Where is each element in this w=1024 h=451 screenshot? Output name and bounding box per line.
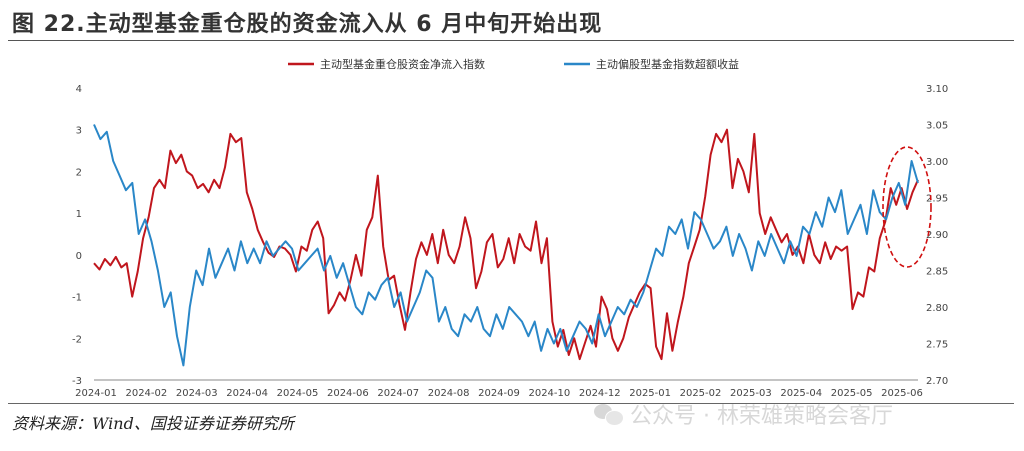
- x-tick-label: 2024-08: [428, 388, 470, 399]
- y-left-tick-label: 4: [76, 84, 82, 95]
- y-left-tick-label: 2: [76, 167, 82, 178]
- y-right-tick-label: 2.95: [926, 194, 948, 205]
- y-right-tick-label: 2.90: [926, 230, 948, 241]
- y-right-tick-label: 2.85: [926, 267, 948, 278]
- x-tick-label: 2024-10: [528, 388, 570, 399]
- x-tick-label: 2024-03: [176, 388, 218, 399]
- watermark-text: 公众号 · 林荣雄策略会客厅: [630, 404, 893, 429]
- x-tick-label: 2024-01: [75, 388, 117, 399]
- x-tick-label: 2024-06: [327, 388, 369, 399]
- x-tick-label: 2025-06: [881, 388, 923, 399]
- legend-item-net-inflow-label: 主动型基金重仓股资金净流入指数: [320, 57, 485, 71]
- title-divider: [8, 40, 1014, 41]
- y-right-tick-label: 2.75: [926, 340, 948, 351]
- y-left-tick-label: -2: [72, 334, 82, 345]
- y-left-tick-label: -1: [72, 293, 82, 304]
- x-tick-label: 2024-12: [579, 388, 621, 399]
- wechat-icon: [594, 402, 624, 426]
- y-right-tick-label: 2.80: [926, 303, 948, 314]
- x-tick-label: 2025-05: [831, 388, 873, 399]
- figure-title: 图 22.主动型基金重仓股的资金流入从 6 月中旬开始出现: [12, 12, 603, 37]
- footer-divider: [8, 403, 1014, 404]
- x-tick-label: 2024-09: [478, 388, 520, 399]
- y-left-tick-label: -3: [72, 376, 82, 387]
- x-tick-label: 2024-07: [377, 388, 419, 399]
- x-tick-label: 2025-04: [780, 388, 822, 399]
- x-tick-label: 2024-04: [226, 388, 268, 399]
- x-tick-label: 2024-02: [125, 388, 167, 399]
- y-right-tick-label: 3.10: [926, 84, 948, 95]
- y-left-tick-label: 3: [76, 126, 82, 137]
- y-left-tick-label: 1: [76, 209, 82, 220]
- y-right-tick-label: 3.00: [926, 157, 948, 168]
- y-left-tick-label: 0: [76, 251, 82, 262]
- x-tick-label: 2025-03: [730, 388, 772, 399]
- x-tick-label: 2025-02: [680, 388, 722, 399]
- highlight-ellipse: [882, 146, 932, 268]
- series-line-net-inflow: [93, 128, 919, 361]
- watermark: 公众号 · 林荣雄策略会客厅: [594, 398, 893, 430]
- legend-item-excess-return-label: 主动偏股型基金指数超额收益: [596, 57, 739, 71]
- y-right-tick-label: 2.70: [926, 376, 948, 387]
- source-note: 资料来源：Wind、国投证券证券研究所: [12, 414, 294, 433]
- series-line-excess-return: [93, 124, 919, 367]
- x-tick-label: 2024-05: [277, 388, 319, 399]
- y-right-tick-label: 3.05: [926, 121, 948, 132]
- x-tick-label: 2025-01: [629, 388, 671, 399]
